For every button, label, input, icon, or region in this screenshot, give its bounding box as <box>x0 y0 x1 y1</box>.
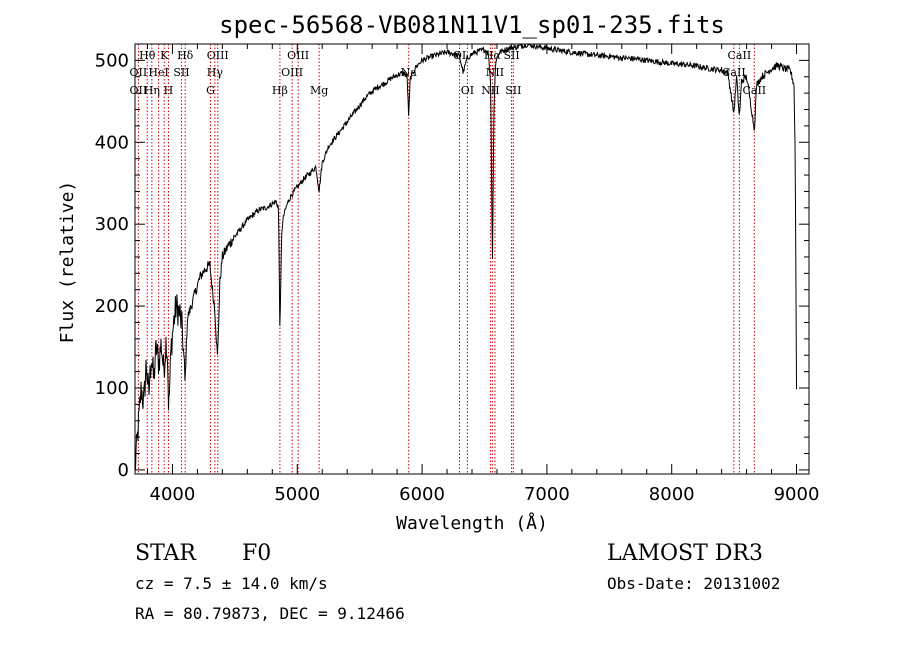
x-tick-label-4: 8000 <box>649 484 695 505</box>
x-axis-label: Wavelength (Å) <box>396 512 548 534</box>
line-label-19: H <box>164 84 174 97</box>
line-label-11: SII <box>173 66 189 79</box>
spectrum-line <box>134 43 797 470</box>
line-label-0: Hθ <box>139 49 156 62</box>
y-axis-ticks: 0 100 200 300 400 500 <box>95 50 809 481</box>
survey-name: LAMOST DR3 <box>607 541 763 566</box>
chart-title: spec-56568-VB081N11V1_sp01-235.fits <box>219 11 725 39</box>
line-label-18: Hη <box>144 84 160 97</box>
line-label-21: Hβ <box>272 84 288 97</box>
line-label-3: OIII <box>207 49 229 62</box>
line-label-2: Hδ <box>177 49 194 62</box>
line-label-22: Mg <box>310 84 328 97</box>
line-label-9: OII <box>130 66 148 79</box>
series-group <box>134 43 797 470</box>
y-tick-label-1: 100 <box>95 378 129 399</box>
x-axis-ticks: 4000 5000 6000 7000 8000 9000 <box>146 44 820 505</box>
line-markers <box>137 44 755 474</box>
x-tick-label-0: 4000 <box>150 484 196 505</box>
line-label-26: CaII <box>742 84 766 97</box>
y-tick-label-2: 200 <box>95 296 129 317</box>
x-tick-label-3: 7000 <box>524 484 570 505</box>
x-tick-label-1: 5000 <box>274 484 320 505</box>
y-tick-label-0: 0 <box>118 460 129 481</box>
line-label-23: OI <box>461 84 474 97</box>
line-label-13: OIII <box>281 66 303 79</box>
y-axis-label: Flux (relative) <box>57 181 78 344</box>
line-label-1: K <box>160 49 169 62</box>
object-subclass: F0 <box>242 541 271 566</box>
object-class: STAR <box>135 541 197 566</box>
line-label-20: G <box>206 84 215 97</box>
line-label-12: Hγ <box>207 66 224 79</box>
x-tick-label-2: 6000 <box>399 484 445 505</box>
redshift-cz: cz = 7.5 ± 14.0 km/s <box>135 574 328 593</box>
y-tick-label-3: 300 <box>95 214 129 235</box>
line-label-4: OIII <box>287 49 309 62</box>
line-label-10: HeI <box>148 66 168 79</box>
line-label-17: OII <box>130 84 148 97</box>
y-tick-label-5: 500 <box>95 50 129 71</box>
line-label-25: SII <box>505 84 521 97</box>
line-label-7: SII <box>503 49 519 62</box>
y-tick-label-4: 400 <box>95 132 129 153</box>
line-label-8: CaII <box>728 49 752 62</box>
ra-dec-coordinates: RA = 80.79873, DEC = 9.12466 <box>135 604 405 623</box>
plot-frame <box>134 43 810 475</box>
observation-date: Obs-Date: 20131002 <box>607 574 780 593</box>
x-tick-label-5: 9000 <box>774 484 820 505</box>
